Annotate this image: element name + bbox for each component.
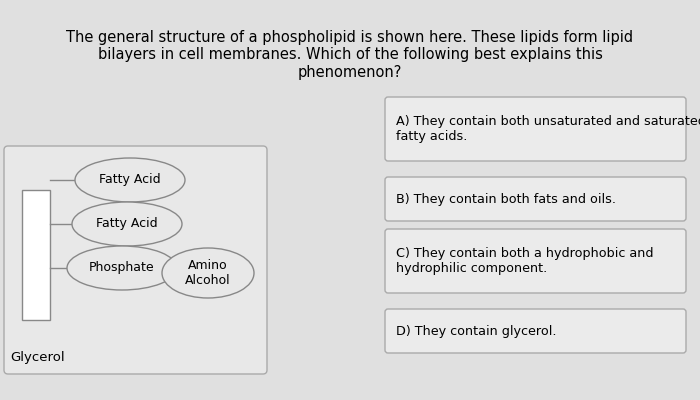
Text: D) They contain glycerol.: D) They contain glycerol. xyxy=(396,324,556,338)
Bar xyxy=(22,190,50,320)
Ellipse shape xyxy=(75,158,185,202)
Text: C) They contain both a hydrophobic and
hydrophilic component.: C) They contain both a hydrophobic and h… xyxy=(396,247,654,275)
Text: B) They contain both fats and oils.: B) They contain both fats and oils. xyxy=(396,192,616,206)
FancyBboxPatch shape xyxy=(385,309,686,353)
Text: A) They contain both unsaturated and saturated
fatty acids.: A) They contain both unsaturated and sat… xyxy=(396,115,700,143)
Text: The general structure of a phospholipid is shown here. These lipids form lipid
b: The general structure of a phospholipid … xyxy=(66,30,634,80)
Ellipse shape xyxy=(162,248,254,298)
Text: Fatty Acid: Fatty Acid xyxy=(96,218,158,230)
Ellipse shape xyxy=(67,246,177,290)
Ellipse shape xyxy=(72,202,182,246)
Text: Fatty Acid: Fatty Acid xyxy=(99,174,161,186)
Text: Glycerol: Glycerol xyxy=(10,352,64,364)
FancyBboxPatch shape xyxy=(385,229,686,293)
Text: Amino
Alcohol: Amino Alcohol xyxy=(186,259,231,287)
Text: Phosphate: Phosphate xyxy=(89,262,155,274)
FancyBboxPatch shape xyxy=(4,146,267,374)
FancyBboxPatch shape xyxy=(385,177,686,221)
FancyBboxPatch shape xyxy=(385,97,686,161)
